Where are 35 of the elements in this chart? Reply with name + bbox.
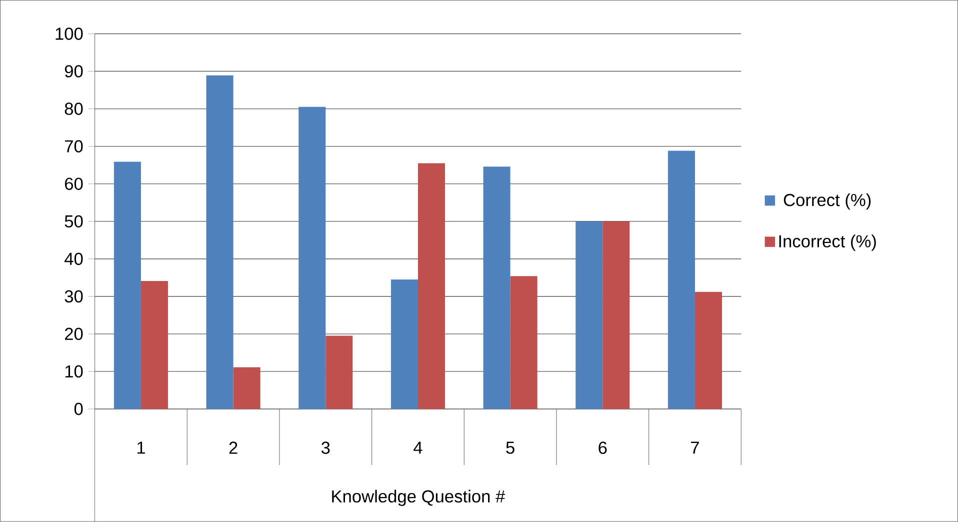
y-tick-label: 10 [65, 365, 83, 378]
y-tick-label: 60 [64, 178, 83, 190]
bar [206, 76, 234, 410]
bar [602, 221, 630, 410]
y-tick-label: 40 [64, 252, 83, 266]
x-tick-label: 4 [414, 442, 422, 454]
bar [390, 280, 418, 410]
x-tick-label: 1 [137, 442, 145, 454]
bar [510, 276, 538, 410]
bar [140, 281, 168, 410]
y-tick-label: 100 [56, 28, 83, 40]
y-tick-label: 0 [74, 402, 83, 416]
bar [298, 107, 326, 410]
bar [483, 166, 510, 410]
x-tick-label: 7 [691, 442, 699, 454]
bar [326, 336, 353, 410]
x-tick-label: 2 [229, 442, 238, 454]
legend-label: Correct (%) [784, 194, 871, 210]
y-tick-label: 30 [64, 290, 83, 303]
y-tick-label: 20 [64, 328, 83, 340]
y-tick-label: 70 [65, 140, 83, 153]
legend-label: Incorrect (%) [779, 234, 876, 251]
bar [114, 162, 141, 410]
y-tick-label: 50 [64, 215, 83, 228]
y-tick-label: 80 [64, 102, 83, 116]
y-tick-label: 90 [64, 65, 83, 78]
x-tick-label: 5 [506, 442, 514, 454]
bar [233, 367, 260, 410]
x-axis-title: Knowledge Question # [332, 490, 506, 506]
bar [668, 150, 695, 410]
bar [418, 163, 445, 410]
bar [576, 221, 603, 410]
x-tick-label: 3 [321, 442, 330, 454]
x-tick-label: 6 [598, 442, 607, 454]
bar [694, 292, 722, 410]
